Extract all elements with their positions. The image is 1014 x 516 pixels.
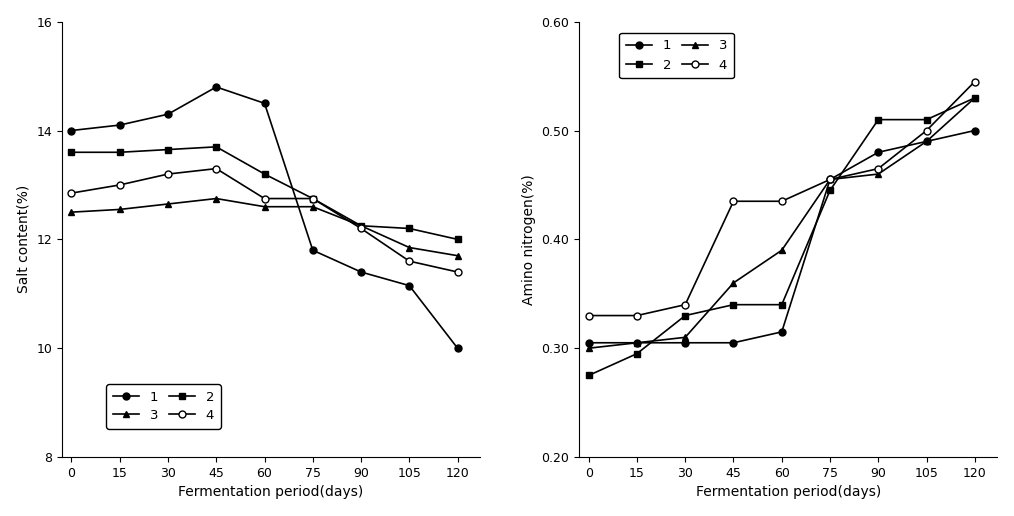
4 (306, 196, 318, 202)
1 (872, 149, 884, 155)
Legend: 1, 3, 2, 4: 1, 3, 2, 4 (106, 384, 221, 429)
3 (451, 253, 463, 259)
X-axis label: Fermentation period(days): Fermentation period(days) (696, 486, 881, 499)
Line: 1: 1 (585, 127, 979, 346)
4 (824, 176, 837, 183)
1 (114, 122, 126, 128)
4 (65, 190, 77, 196)
Line: 4: 4 (585, 78, 979, 319)
4 (631, 313, 643, 319)
1 (65, 127, 77, 134)
X-axis label: Fermentation period(days): Fermentation period(days) (178, 486, 364, 499)
3 (210, 196, 222, 202)
3 (162, 201, 174, 207)
4 (679, 301, 692, 308)
2 (679, 313, 692, 319)
2 (451, 236, 463, 243)
1 (776, 329, 788, 335)
2 (355, 223, 367, 229)
4 (355, 225, 367, 232)
3 (631, 340, 643, 346)
3 (921, 138, 933, 144)
2 (404, 225, 416, 232)
4 (776, 198, 788, 204)
3 (679, 334, 692, 341)
2 (210, 144, 222, 150)
2 (727, 301, 739, 308)
4 (727, 198, 739, 204)
2 (162, 147, 174, 153)
4 (451, 269, 463, 275)
4 (259, 196, 271, 202)
1 (824, 176, 837, 183)
4 (968, 78, 981, 85)
1 (259, 100, 271, 106)
3 (583, 345, 595, 351)
Legend: 1, 2, 3, 4: 1, 2, 3, 4 (620, 33, 734, 78)
1 (921, 138, 933, 144)
1 (355, 269, 367, 275)
3 (306, 204, 318, 210)
4 (162, 171, 174, 177)
Y-axis label: Salt content(%): Salt content(%) (16, 185, 30, 294)
3 (776, 247, 788, 253)
Y-axis label: Amino nitrogen(%): Amino nitrogen(%) (522, 174, 535, 305)
3 (355, 223, 367, 229)
1 (631, 340, 643, 346)
2 (968, 95, 981, 101)
2 (776, 301, 788, 308)
Line: 2: 2 (585, 94, 979, 379)
2 (583, 373, 595, 379)
1 (968, 127, 981, 134)
1 (162, 111, 174, 117)
3 (727, 280, 739, 286)
Line: 1: 1 (68, 84, 461, 352)
2 (259, 171, 271, 177)
4 (404, 258, 416, 264)
2 (65, 149, 77, 155)
4 (583, 313, 595, 319)
Line: 4: 4 (68, 165, 461, 276)
3 (65, 209, 77, 215)
1 (679, 340, 692, 346)
1 (404, 283, 416, 289)
2 (114, 149, 126, 155)
2 (306, 196, 318, 202)
1 (306, 247, 318, 253)
3 (114, 206, 126, 213)
2 (824, 187, 837, 194)
3 (404, 245, 416, 251)
2 (921, 117, 933, 123)
4 (210, 166, 222, 172)
4 (921, 127, 933, 134)
3 (824, 176, 837, 183)
1 (727, 340, 739, 346)
3 (259, 204, 271, 210)
Line: 2: 2 (68, 143, 461, 243)
Line: 3: 3 (68, 195, 461, 259)
3 (872, 171, 884, 177)
2 (631, 350, 643, 357)
Line: 3: 3 (585, 94, 979, 352)
4 (114, 182, 126, 188)
1 (583, 340, 595, 346)
4 (872, 166, 884, 172)
3 (968, 95, 981, 101)
2 (872, 117, 884, 123)
1 (210, 84, 222, 90)
1 (451, 345, 463, 351)
